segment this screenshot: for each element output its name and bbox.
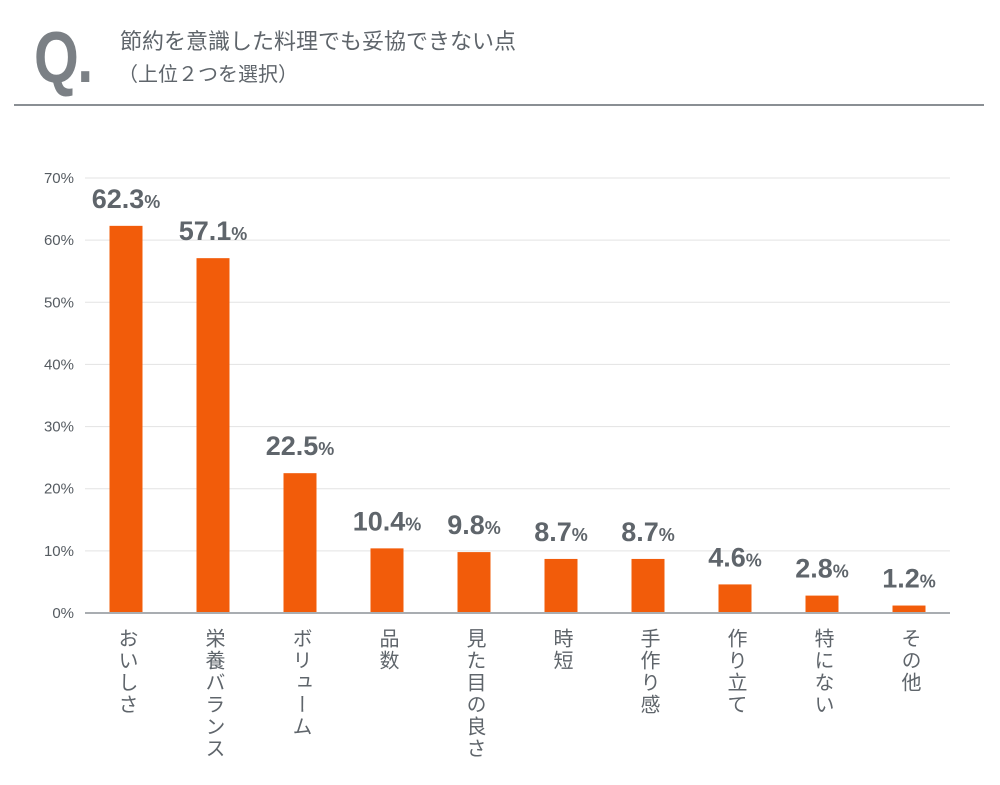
x-category-label: 時短 — [550, 628, 574, 672]
data-label-value: 62.3 — [92, 184, 145, 214]
x-category-label: 品数 — [376, 628, 400, 672]
bar — [109, 225, 143, 613]
y-tick-label: 10% — [44, 543, 74, 560]
y-tick-label: 30% — [44, 419, 74, 436]
x-category-label: 特にない — [811, 628, 835, 716]
data-label-unit: % — [485, 518, 501, 538]
data-label: 4.6% — [708, 542, 762, 572]
data-label-value: 8.7 — [534, 517, 572, 547]
data-label-unit: % — [833, 562, 849, 582]
x-category-label: その他 — [898, 628, 922, 694]
data-label-value: 9.8 — [447, 510, 485, 540]
data-label: 8.7% — [534, 517, 588, 547]
y-tick-label: 0% — [52, 605, 74, 622]
data-label-value: 22.5 — [266, 431, 319, 461]
bar — [805, 595, 839, 613]
bar — [283, 473, 317, 613]
data-label-unit: % — [572, 525, 588, 545]
data-label: 8.7% — [621, 517, 675, 547]
y-tick-label: 20% — [44, 481, 74, 498]
data-label-unit: % — [405, 514, 421, 534]
data-label-value: 4.6 — [708, 542, 746, 572]
x-category-label: ボリューム — [289, 628, 313, 738]
header-divider — [14, 104, 984, 106]
bar — [892, 605, 926, 613]
data-label: 2.8% — [795, 554, 849, 584]
data-label-value: 10.4 — [353, 506, 406, 536]
y-tick-label: 50% — [44, 294, 74, 311]
x-category-label: 見た目の良さ — [463, 628, 487, 760]
data-label-unit: % — [659, 525, 675, 545]
bar — [544, 558, 578, 613]
bar — [457, 552, 491, 613]
x-category-label: 手作り感 — [637, 628, 661, 716]
data-label-unit: % — [144, 192, 160, 212]
x-category-label: 栄養バランス — [202, 628, 226, 760]
bar — [631, 558, 665, 613]
data-label: 1.2% — [882, 564, 936, 594]
data-label: 10.4% — [353, 506, 422, 536]
chart-subtitle: （上位２つを選択） — [118, 62, 298, 86]
x-category-label: おいしさ — [115, 628, 139, 716]
data-label-value: 8.7 — [621, 517, 659, 547]
data-label-value: 57.1 — [179, 216, 232, 246]
data-label-unit: % — [920, 572, 936, 592]
bar — [718, 584, 752, 613]
q-mark-logo: Q. — [34, 18, 93, 98]
y-tick-label: 70% — [44, 170, 74, 187]
data-label: 22.5% — [266, 431, 335, 461]
data-label-unit: % — [318, 439, 334, 459]
data-label: 57.1% — [179, 216, 248, 246]
y-tick-label: 60% — [44, 232, 74, 249]
data-label-value: 2.8 — [795, 554, 833, 584]
data-label-unit: % — [231, 224, 247, 244]
data-label-value: 1.2 — [882, 564, 920, 594]
x-category-label: 作り立て — [724, 628, 748, 716]
data-label: 62.3% — [92, 184, 161, 214]
chart-title: 節約を意識した料理でも妥協できない点 — [120, 30, 517, 55]
data-label-unit: % — [746, 550, 762, 570]
bar — [370, 548, 404, 613]
bar — [196, 258, 230, 613]
data-label: 9.8% — [447, 510, 501, 540]
y-tick-label: 40% — [44, 356, 74, 373]
